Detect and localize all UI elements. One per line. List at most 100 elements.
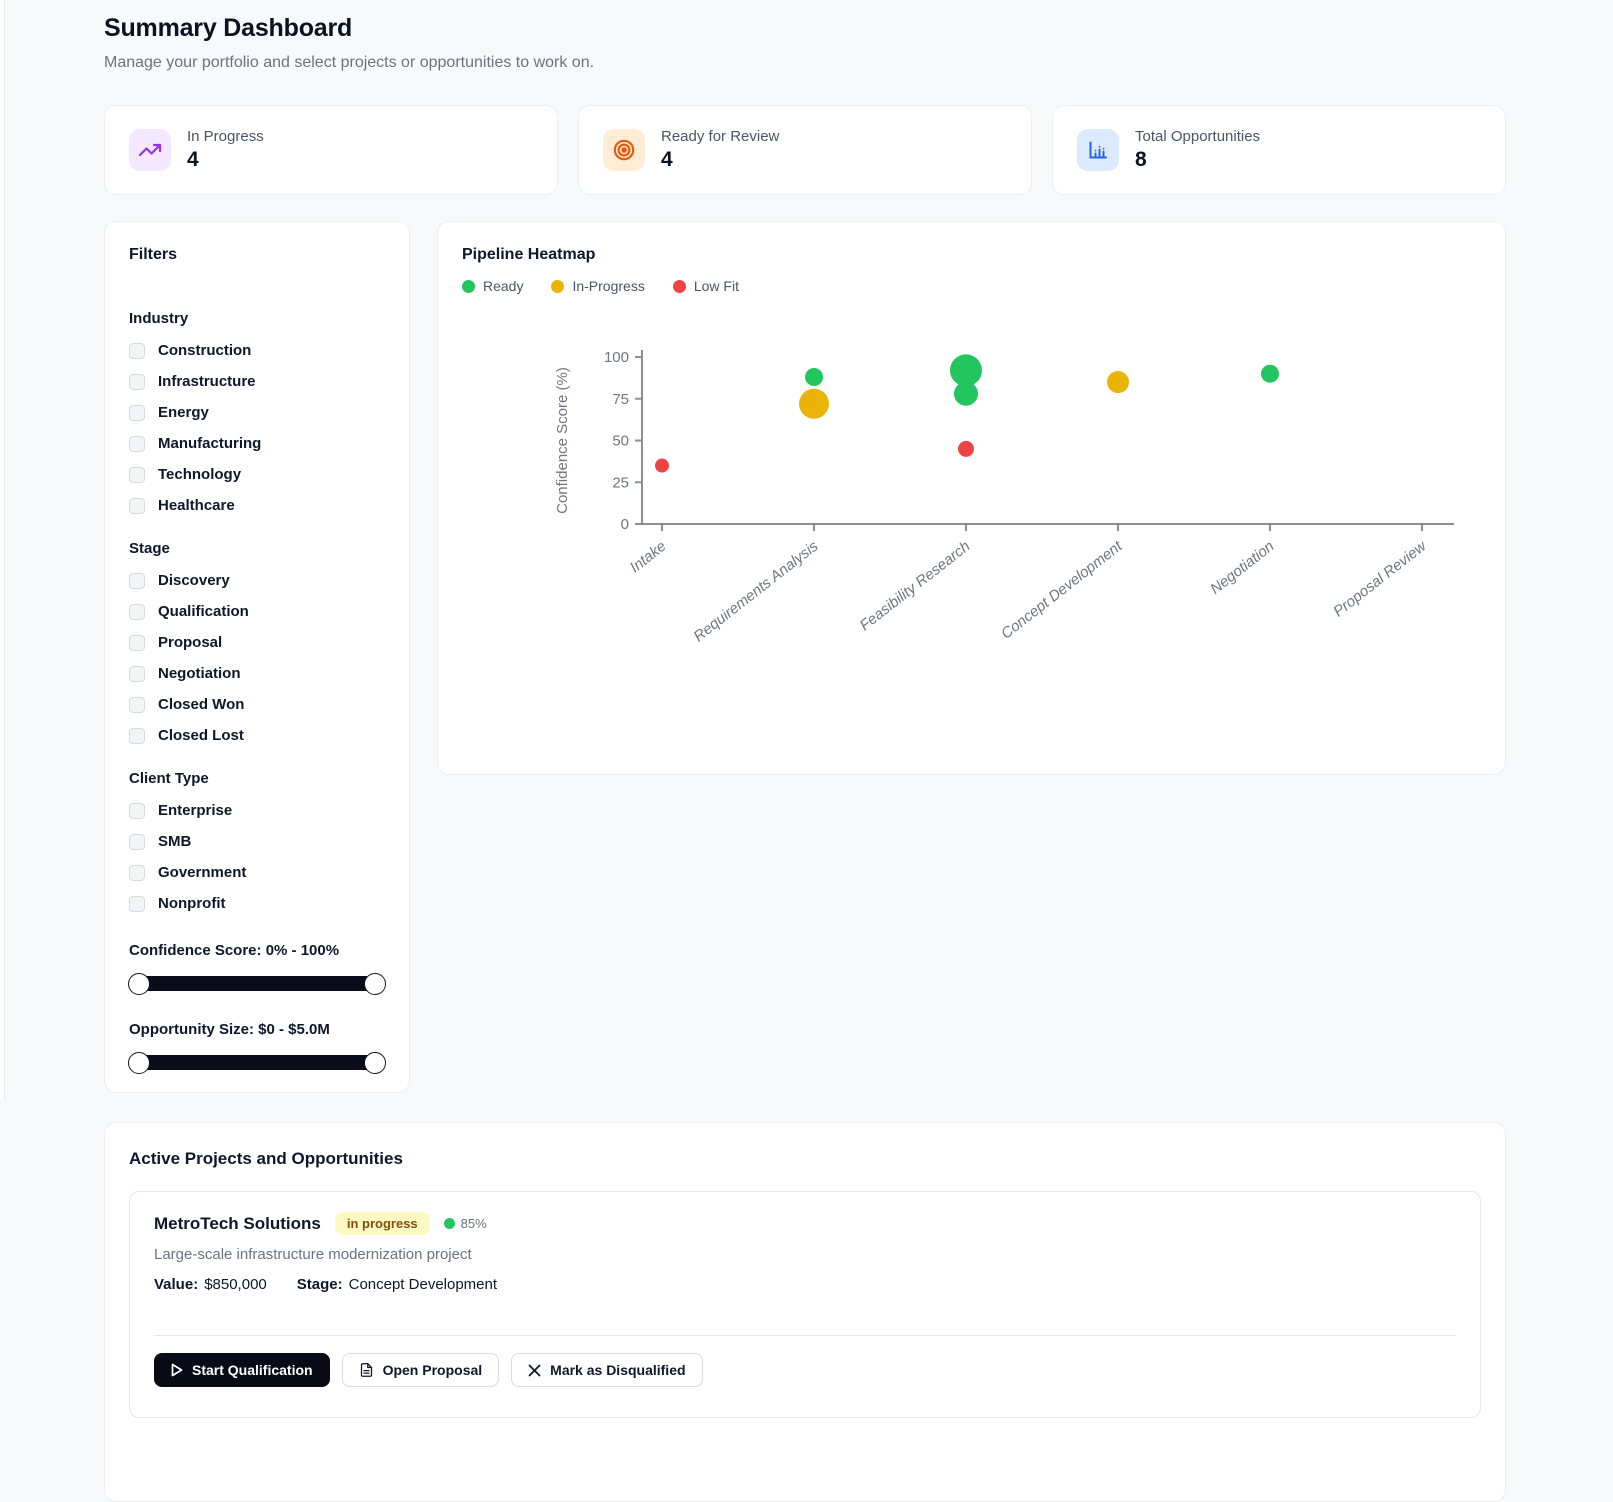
filter-option-smb[interactable]: SMB (129, 833, 385, 850)
confidence-dot-icon (443, 1218, 455, 1229)
slider-handle-max[interactable] (364, 1051, 386, 1074)
trending-up-icon (129, 129, 171, 171)
checkbox[interactable] (129, 802, 145, 819)
checkbox[interactable] (129, 634, 145, 651)
start-qualification-button[interactable]: Start Qualification (154, 1353, 330, 1387)
stat-label: Ready for Review (661, 128, 780, 145)
filter-option-closed-won[interactable]: Closed Won (129, 696, 385, 713)
filter-option-enterprise[interactable]: Enterprise (129, 802, 385, 819)
slider-handle-min[interactable] (128, 972, 150, 995)
checkbox[interactable] (129, 895, 145, 912)
target-icon (603, 129, 645, 171)
filter-group-title: Client Type (129, 770, 209, 787)
legend-dot-icon (672, 279, 686, 293)
checkbox[interactable] (129, 572, 145, 589)
stat-card-in-progress: In Progress 4 (104, 105, 558, 195)
filter-group-title: Industry (129, 310, 189, 327)
checkbox[interactable] (129, 665, 145, 682)
checkbox[interactable] (129, 864, 145, 881)
stat-value: 8 (1135, 148, 1147, 171)
filter-option-energy[interactable]: Energy (129, 404, 385, 421)
project-description: Large-scale infrastructure modernization… (154, 1246, 472, 1263)
chart-point-in-progress (1107, 371, 1129, 394)
x-tick-label: Feasibility Research (857, 538, 974, 635)
filter-group-industry: Industry Construction Infrastructure Ene… (129, 310, 385, 514)
x-tick-label: Concept Development (998, 537, 1126, 642)
checkbox[interactable] (129, 404, 145, 421)
confidence-indicator: 85% (443, 1216, 487, 1231)
chart-legend: Ready In-Progress Low Fit (462, 278, 1481, 294)
x-tick-label: Intake (627, 538, 670, 577)
filter-option-healthcare[interactable]: Healthcare (129, 497, 385, 514)
filter-option-government[interactable]: Government (129, 864, 385, 881)
y-tick-label: 50 (612, 433, 629, 450)
active-projects-title: Active Projects and Opportunities (129, 1149, 403, 1168)
filter-option-nonprofit[interactable]: Nonprofit (129, 895, 385, 912)
project-stage: Stage: Concept Development (296, 1276, 498, 1293)
chart-point-ready (954, 381, 978, 406)
filter-group-client-type: Client Type Enterprise SMB Government No… (129, 770, 385, 912)
checkbox[interactable] (129, 466, 145, 483)
checkbox[interactable] (129, 603, 145, 620)
filter-group-title: Stage (129, 540, 170, 557)
opportunity-size-slider-group: Opportunity Size: $0 - $5.0M (128, 1021, 386, 1074)
checkbox[interactable] (129, 342, 145, 359)
filter-option-technology[interactable]: Technology (129, 466, 385, 483)
checkbox[interactable] (129, 696, 145, 713)
page-title: Summary Dashboard (104, 14, 353, 42)
opportunity-size-slider-label: Opportunity Size: $0 - $5.0M (129, 1021, 330, 1038)
chart-point-low fit (958, 440, 974, 457)
legend-item-in-progress: In-Progress (551, 278, 645, 294)
active-projects-card: Active Projects and Opportunities MetroT… (104, 1122, 1506, 1502)
opportunity-size-range-slider[interactable] (128, 1051, 386, 1074)
page-subtitle: Manage your portfolio and select project… (104, 54, 595, 71)
chart-point-ready (1261, 364, 1279, 383)
filter-option-negotiation[interactable]: Negotiation (129, 665, 385, 682)
pipeline-heatmap-title: Pipeline Heatmap (462, 246, 596, 263)
stat-value: 4 (187, 148, 199, 171)
filter-option-closed-lost[interactable]: Closed Lost (129, 727, 385, 744)
checkbox[interactable] (129, 497, 145, 514)
slider-handle-max[interactable] (364, 972, 386, 995)
filters-panel: Filters Industry Construction Infrastruc… (104, 221, 410, 1093)
filter-group-stage: Stage Discovery Qualification Proposal N… (129, 540, 385, 744)
y-tick-label: 25 (612, 474, 629, 491)
slider-handle-min[interactable] (128, 1051, 150, 1074)
confidence-score-slider-group: Confidence Score: 0% - 100% (128, 942, 386, 995)
legend-dot-icon (551, 279, 565, 293)
document-icon (360, 1363, 372, 1377)
y-tick-label: 0 (621, 516, 629, 533)
y-tick-label: 100 (604, 349, 629, 366)
checkbox[interactable] (129, 727, 145, 744)
filter-option-qualification[interactable]: Qualification (129, 603, 385, 620)
left-edge-divider (0, 0, 5, 1100)
filter-option-manufacturing[interactable]: Manufacturing (129, 435, 385, 452)
legend-item-low-fit: Low Fit (672, 278, 739, 294)
filter-option-discovery[interactable]: Discovery (129, 572, 385, 589)
filter-option-construction[interactable]: Construction (129, 342, 385, 359)
chart-point-in-progress (799, 388, 829, 419)
stat-label: In Progress (187, 128, 264, 145)
checkbox[interactable] (129, 373, 145, 390)
filter-option-infrastructure[interactable]: Infrastructure (129, 373, 385, 390)
checkbox[interactable] (129, 833, 145, 850)
checkbox[interactable] (129, 435, 145, 452)
mark-as-disqualified-button[interactable]: Mark as Disqualified (511, 1353, 703, 1387)
filter-option-proposal[interactable]: Proposal (129, 634, 385, 651)
stats-row: In Progress 4 Ready for Review 4 (104, 105, 1506, 195)
project-card-metrotech: MetroTech Solutions in progress 85% Larg… (129, 1191, 1481, 1418)
x-tick-label: Requirements Analysis (691, 537, 822, 645)
play-icon (171, 1363, 183, 1377)
confidence-score-range-slider[interactable] (128, 972, 386, 995)
open-proposal-button[interactable]: Open Proposal (341, 1353, 500, 1387)
stat-card-ready-for-review: Ready for Review 4 (578, 105, 1032, 195)
stat-value: 4 (661, 148, 673, 171)
legend-item-ready: Ready (462, 278, 523, 294)
x-tick-label: Proposal Review (1330, 537, 1430, 620)
filters-title: Filters (129, 246, 178, 263)
y-tick-label: 75 (612, 391, 629, 408)
legend-dot-icon (462, 279, 475, 293)
card-divider (154, 1335, 1456, 1336)
project-name: MetroTech Solutions (154, 1213, 321, 1233)
confidence-value: 85% (460, 1216, 487, 1231)
